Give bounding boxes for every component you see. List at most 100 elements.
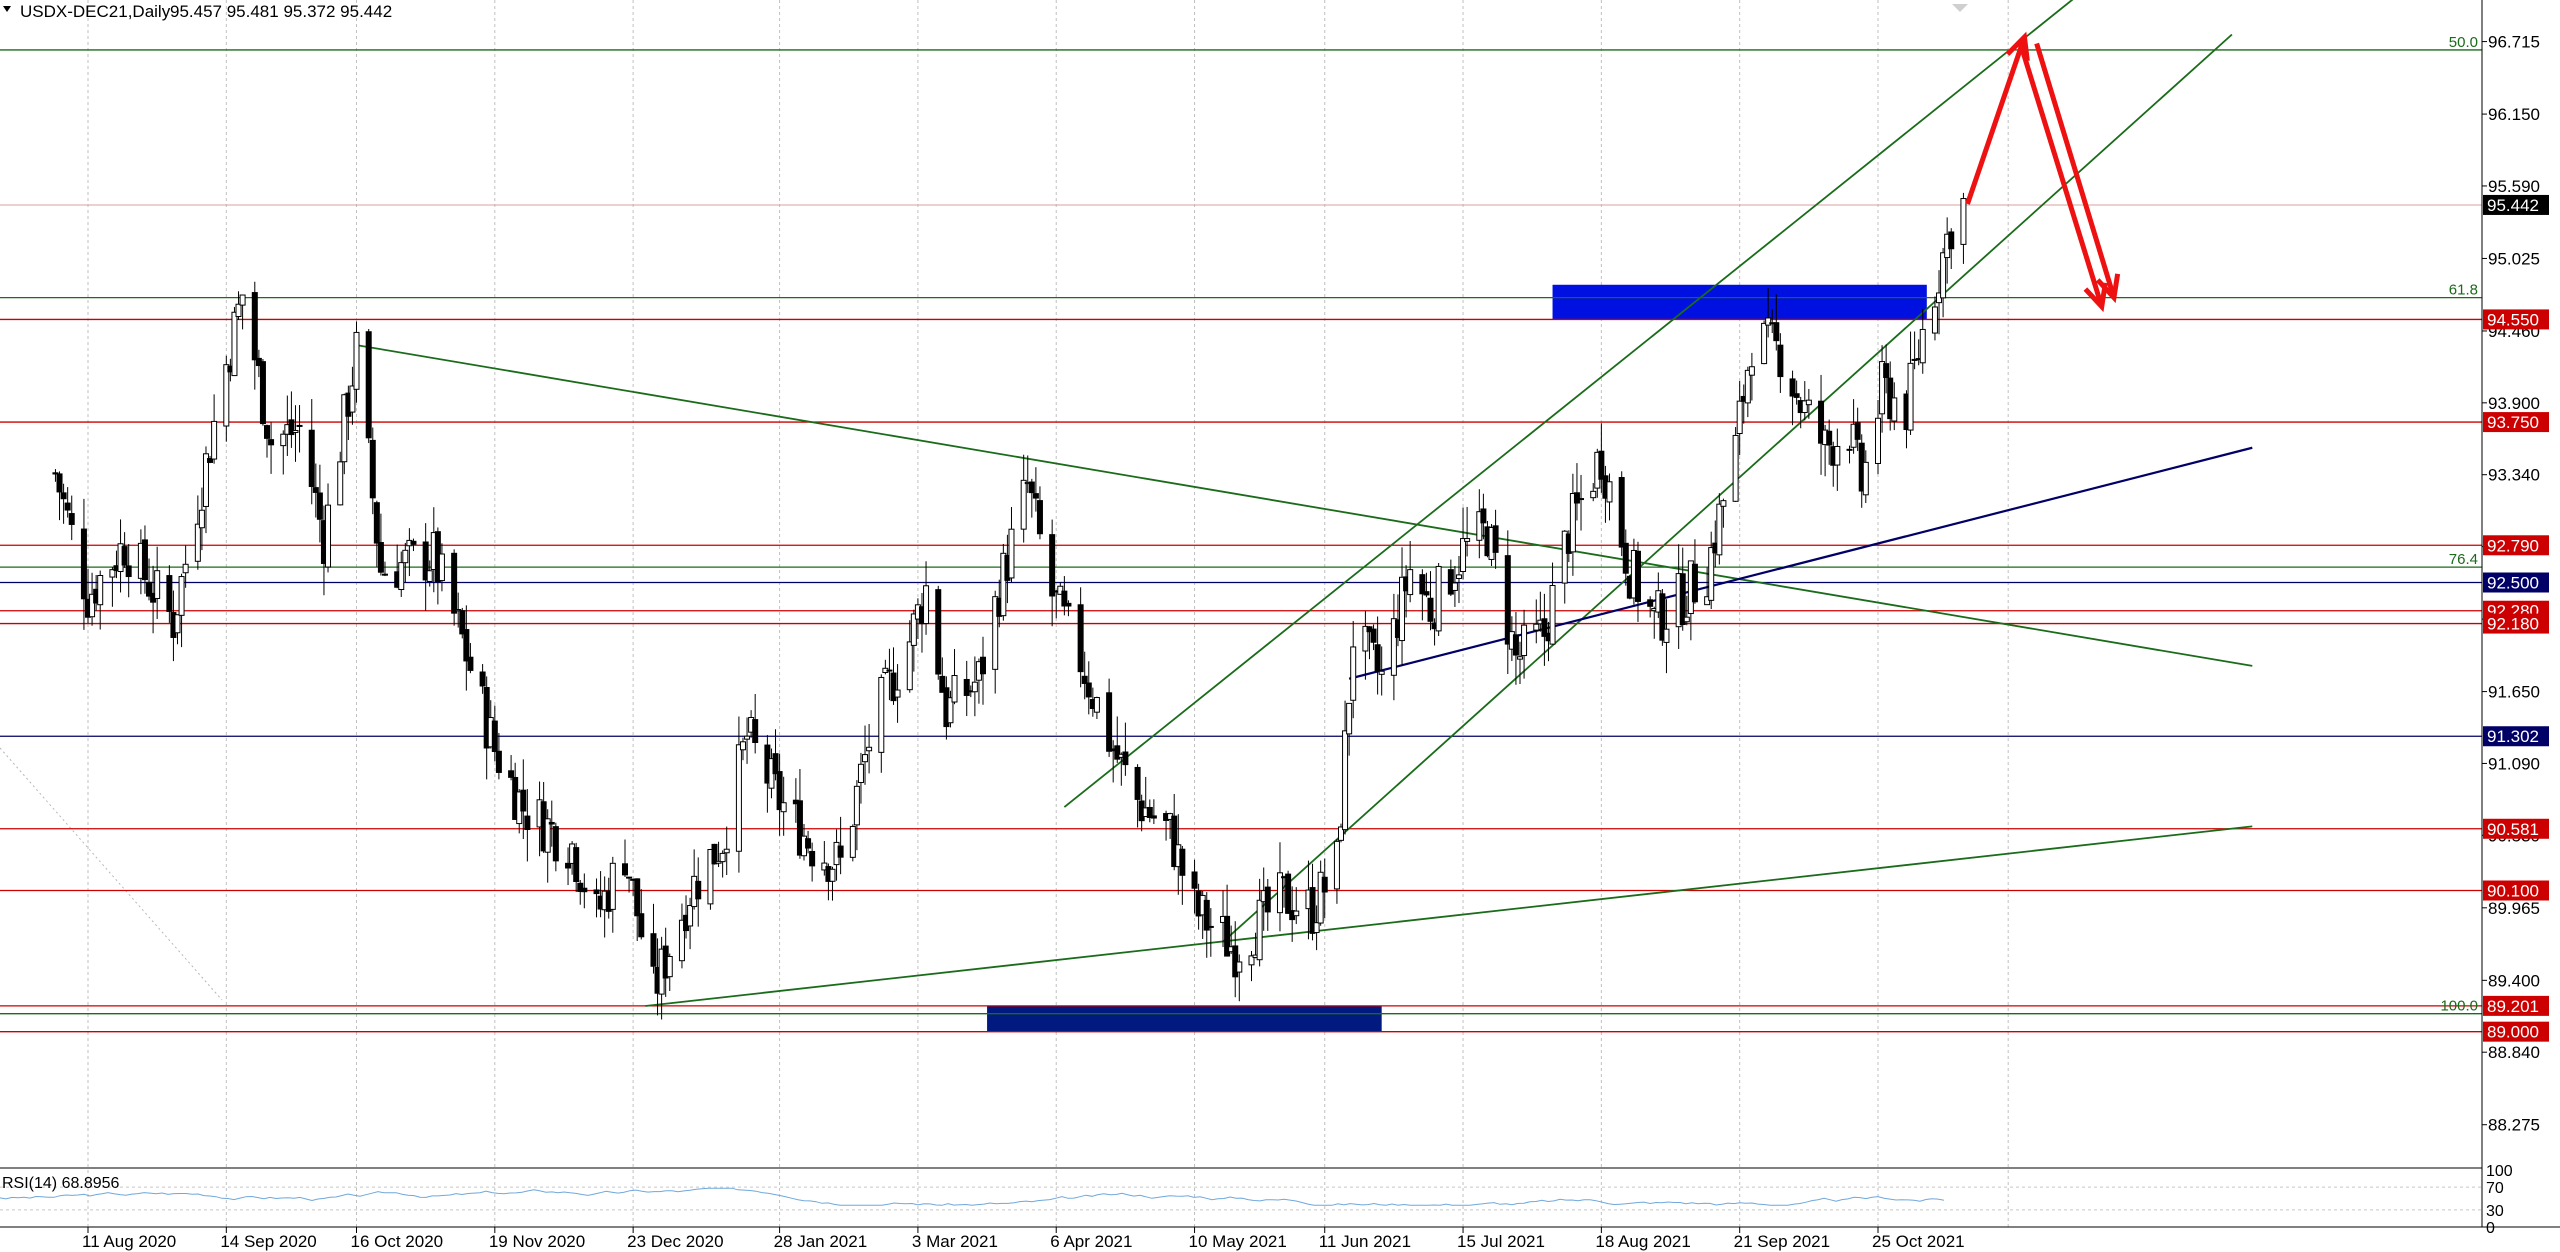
candle — [1008, 507, 1015, 583]
candle-body — [292, 429, 299, 433]
menu-triangle-icon[interactable] — [3, 6, 11, 12]
candle — [1423, 572, 1430, 598]
candle-body — [1061, 590, 1068, 607]
candle — [565, 847, 572, 886]
candle — [1350, 620, 1357, 719]
candle — [1285, 870, 1292, 914]
candle-body — [1435, 565, 1442, 632]
candle — [325, 483, 332, 573]
candle — [109, 567, 116, 607]
candle-body — [1114, 745, 1121, 760]
candle-body — [1146, 806, 1153, 818]
candle — [1720, 498, 1727, 528]
candle — [666, 953, 673, 992]
candle — [89, 572, 96, 626]
candle-body — [198, 509, 205, 529]
candle — [239, 294, 246, 330]
candle — [1931, 296, 1938, 341]
candle-body — [1232, 945, 1239, 978]
candle — [947, 690, 954, 728]
trendlines — [356, 0, 2253, 1007]
candlestick-series — [52, 192, 1967, 1020]
y-tick-label: 95.025 — [2488, 249, 2540, 268]
candle-body — [353, 331, 360, 390]
candle — [410, 538, 417, 552]
candle-body — [438, 553, 445, 582]
x-tick-label: 11 Jun 2021 — [1319, 1232, 1411, 1251]
candle-body — [1875, 417, 1881, 464]
candle-body — [849, 825, 856, 858]
x-tick-label: 21 Sep 2021 — [1734, 1232, 1830, 1251]
candle-body — [1150, 815, 1157, 819]
candle-body — [947, 697, 954, 724]
candle — [121, 532, 128, 568]
candle — [1333, 839, 1340, 904]
candle — [1846, 445, 1853, 464]
candle-body — [1720, 500, 1727, 507]
candle-body — [373, 502, 380, 544]
candle — [687, 897, 694, 950]
candle-body — [626, 876, 633, 879]
candle-body — [1464, 538, 1471, 542]
candle-body — [1020, 479, 1027, 530]
candle — [544, 809, 551, 883]
rising-support — [645, 825, 2253, 1007]
candle-body — [857, 763, 864, 784]
candle-body — [1834, 445, 1841, 466]
y-tick-label: 96.715 — [2488, 33, 2540, 52]
candle — [438, 543, 445, 592]
candle-body — [1679, 573, 1686, 625]
candle — [369, 427, 376, 515]
candle-body — [1691, 563, 1698, 603]
price-tag-bg — [2483, 194, 2549, 215]
candle — [520, 759, 527, 840]
candle — [780, 776, 787, 836]
candle-body — [634, 878, 641, 917]
candle — [1793, 380, 1800, 405]
candle — [650, 903, 657, 974]
level-tag-92.790: 92.790 — [2483, 535, 2549, 556]
candle-body — [1492, 525, 1499, 553]
candle — [1248, 950, 1255, 982]
x-tick-label: 16 Oct 2020 — [351, 1232, 444, 1251]
candle-body — [752, 719, 759, 743]
candle — [1224, 884, 1231, 957]
candle-body — [125, 565, 132, 578]
candle-body — [1333, 840, 1340, 890]
candle-body — [711, 843, 718, 865]
candle-body — [207, 458, 214, 463]
candle — [573, 842, 580, 893]
candle-body — [1634, 550, 1641, 602]
candle-body — [422, 541, 429, 581]
candle-body — [1362, 625, 1369, 652]
candle-body — [491, 720, 498, 752]
y-tick-label: 89.965 — [2488, 899, 2540, 918]
candle — [1134, 764, 1141, 828]
candle — [1374, 616, 1381, 695]
candle — [894, 664, 901, 723]
candle-body — [1370, 628, 1377, 643]
candle-body — [1606, 481, 1613, 503]
candle — [235, 291, 242, 321]
candle-body — [829, 868, 836, 882]
zones — [987, 284, 1927, 1032]
candle — [312, 463, 319, 518]
candle-body — [1578, 498, 1585, 501]
candle-body — [64, 502, 71, 511]
candle-body — [178, 576, 185, 616]
candle — [805, 830, 812, 854]
candle — [1480, 493, 1487, 540]
candle — [1447, 559, 1454, 597]
y-tick-label: 88.840 — [2488, 1043, 2540, 1062]
level-tag-93.750: 93.750 — [2483, 412, 2549, 433]
candle-body — [231, 311, 238, 377]
candle — [609, 856, 616, 933]
candle — [288, 391, 295, 448]
candle-body — [1236, 961, 1243, 973]
candle-body — [935, 589, 942, 675]
candle — [1464, 506, 1471, 557]
candle — [971, 656, 978, 717]
candle — [1057, 582, 1064, 595]
candle — [1346, 702, 1353, 756]
